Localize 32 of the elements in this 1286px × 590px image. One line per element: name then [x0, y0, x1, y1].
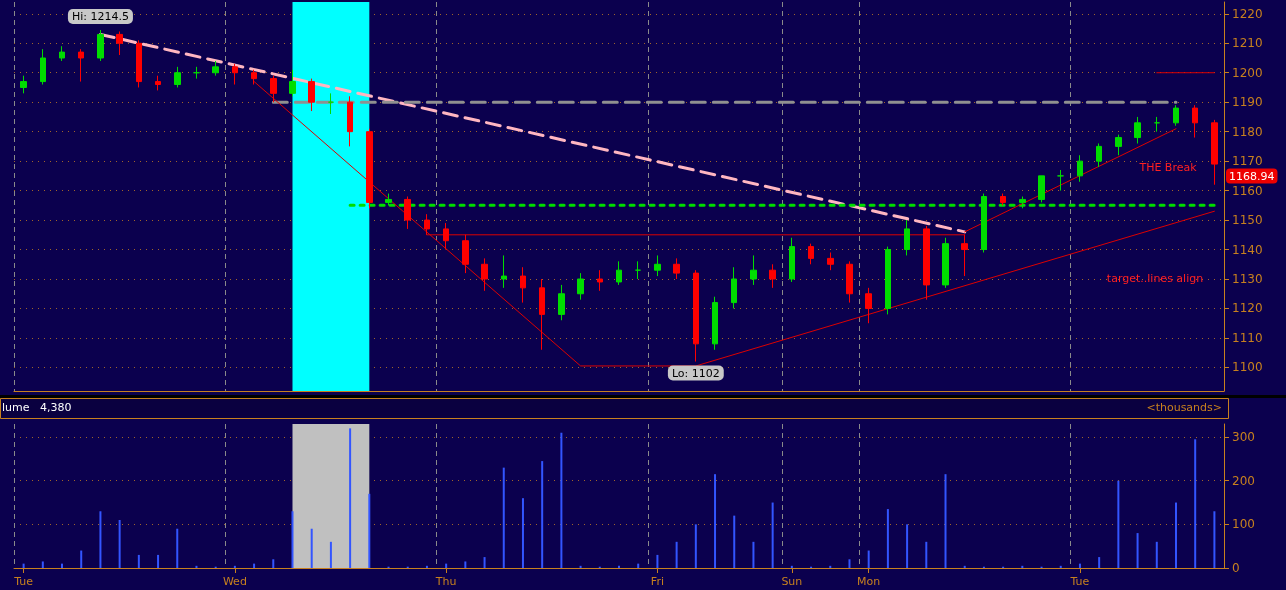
x-tick-label: Tue [13, 575, 34, 588]
y-tick-label: 1150 [1232, 213, 1263, 228]
x-tick-label: Wed [222, 575, 247, 588]
x-tick-label: Thu [434, 575, 457, 588]
annotation: Lo: 1102 [671, 366, 720, 380]
annotation: Hi: 1214.5 [71, 10, 129, 23]
y-tick-label: 100 [1232, 517, 1255, 532]
x-tick-label: Tue [1069, 575, 1090, 588]
x-tick-label: Fri [650, 575, 664, 588]
y-tick-label: 1210 [1232, 36, 1263, 51]
x-tick-label: Sun [781, 575, 803, 588]
y-tick-label: 1160 [1232, 183, 1263, 198]
y-tick-label: 1180 [1232, 124, 1263, 139]
annotation: THE Break [1138, 160, 1198, 174]
text: 4,380 [40, 401, 72, 414]
y-tick-label: 1110 [1232, 330, 1263, 345]
y-tick-label: 1190 [1232, 95, 1263, 110]
x-tick-label: Mon [857, 575, 881, 588]
y-tick-label: 1130 [1232, 272, 1263, 287]
y-tick-label: 1220 [1232, 6, 1263, 21]
y-tick-label: 0 [1232, 561, 1240, 575]
y-tick-label: 200 [1232, 473, 1255, 488]
y-axis-title: <thousands> [1146, 401, 1222, 414]
y-tick-label: 1140 [1232, 242, 1263, 257]
y-tick-label: 300 [1232, 430, 1255, 445]
text: 1168.94 [1229, 169, 1275, 183]
y-tick-label: 1170 [1232, 154, 1263, 169]
y-tick-label: 1120 [1232, 301, 1263, 316]
annotation: target..lines align [1106, 271, 1204, 285]
y-tick-label: 1200 [1232, 65, 1263, 80]
y-tick-label: 1100 [1232, 360, 1263, 375]
chart-title: lume [2, 401, 30, 414]
